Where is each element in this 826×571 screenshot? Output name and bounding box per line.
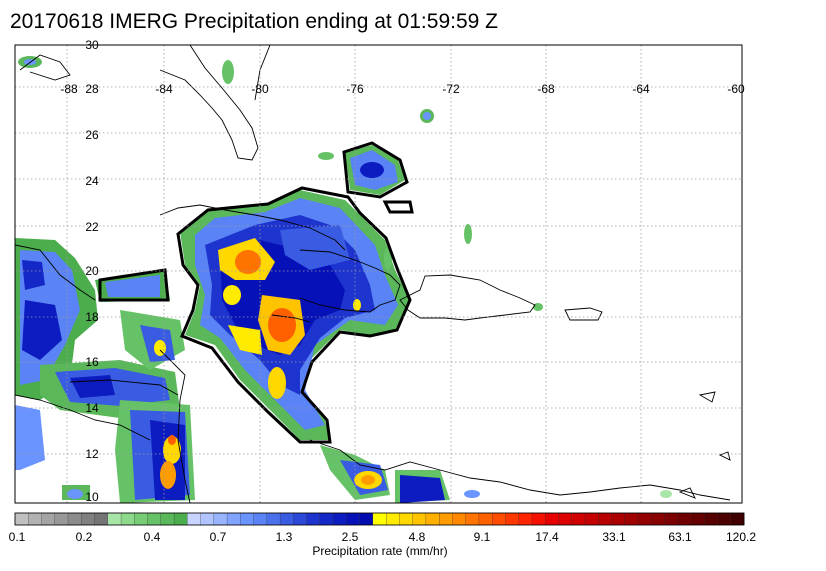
- colorbar-swatch: [584, 512, 599, 526]
- colorbar-swatch: [690, 512, 705, 526]
- lon-label: -60: [727, 82, 745, 96]
- colorbar-tick-label: 2.5: [341, 530, 359, 544]
- lat-label: 26: [85, 128, 99, 142]
- colorbar-swatch: [677, 512, 692, 526]
- colorbar-swatch: [187, 512, 202, 526]
- colorbar-swatch: [465, 512, 480, 526]
- colorbar-swatch: [279, 512, 294, 526]
- colorbar-swatch: [611, 512, 626, 526]
- colorbar-swatch: [213, 512, 228, 526]
- lon-label: -64: [632, 82, 650, 96]
- colorbar-swatch: [372, 512, 387, 526]
- colorbar-swatch: [134, 512, 148, 526]
- colorbar-swatch: [226, 512, 241, 526]
- colorbar-swatch: [385, 512, 400, 526]
- colorbar-swatch: [67, 512, 82, 526]
- lon-label: -72: [442, 82, 460, 96]
- colorbar-swatch: [730, 512, 745, 526]
- colorbar-tick-label: 0.2: [75, 530, 93, 544]
- lat-label: 12: [85, 447, 99, 461]
- colorbar-swatch: [14, 512, 29, 526]
- colorbar-swatch: [173, 512, 188, 526]
- colorbar-swatch: [41, 512, 56, 526]
- lon-label: -84: [155, 82, 173, 96]
- lat-label: 28: [85, 82, 99, 96]
- colorbar-tick-label: 120.2: [725, 530, 757, 544]
- colorbar-swatch: [558, 512, 573, 526]
- colorbar-tick-label: 1.3: [275, 530, 293, 544]
- colorbar-swatch: [651, 512, 665, 526]
- colorbar-swatch: [346, 512, 361, 526]
- colorbar: [14, 512, 745, 526]
- lat-label: 22: [85, 220, 99, 234]
- colorbar-swatch: [200, 512, 215, 526]
- lat-label: 10: [85, 490, 99, 504]
- colorbar-tick-label: 17.4: [535, 530, 559, 544]
- lon-label: -88: [60, 82, 78, 96]
- colorbar-swatch: [266, 512, 281, 526]
- colorbar-swatch: [637, 512, 652, 526]
- precip-fields: [15, 56, 672, 503]
- colorbar-swatch: [531, 512, 546, 526]
- colorbar-swatch: [332, 512, 347, 526]
- colorbar-swatch: [160, 512, 175, 526]
- colorbar-swatch: [505, 512, 520, 526]
- map-title: 20170618 IMERG Precipitation ending at 0…: [10, 10, 498, 33]
- colorbar-swatch: [253, 512, 268, 526]
- lon-label: -76: [346, 82, 364, 96]
- lat-label: 18: [85, 310, 99, 324]
- colorbar-swatch: [478, 512, 493, 526]
- colorbar-tick-label: 0.1: [8, 530, 26, 544]
- colorbar-swatch: [94, 512, 109, 526]
- colorbar-swatch: [425, 512, 440, 526]
- colorbar-tick-label: 4.8: [408, 530, 426, 544]
- colorbar-swatch: [492, 512, 506, 526]
- colorbar-swatch: [240, 512, 255, 526]
- colorbar-swatch: [293, 512, 308, 526]
- lat-label: 14: [85, 401, 99, 415]
- colorbar-swatch: [717, 512, 732, 526]
- colorbar-swatch: [81, 512, 95, 526]
- colorbar-tick-label: 0.7: [209, 530, 227, 544]
- colorbar-swatch: [306, 512, 321, 526]
- colorbar-tick-label: 63.1: [668, 530, 692, 544]
- lat-label: 24: [85, 174, 99, 188]
- colorbar-swatch: [107, 512, 122, 526]
- colorbar-frame: [14, 512, 745, 526]
- colorbar-swatch: [359, 512, 374, 526]
- colorbar-tick-label: 0.4: [143, 530, 161, 544]
- colorbar-swatch: [571, 512, 586, 526]
- colorbar-swatch: [438, 512, 453, 526]
- colorbar-swatch: [28, 512, 42, 526]
- coastlines: [15, 45, 731, 503]
- colorbar-swatch: [147, 512, 162, 526]
- longitude-labels: -88 -84 -80 -76 -72 -68 -64 -60: [60, 82, 745, 96]
- colorbar-title: Precipitation rate (mm/hr): [312, 544, 448, 558]
- colorbar-swatch: [120, 512, 135, 526]
- colorbar-swatch: [664, 512, 679, 526]
- lat-label: 20: [85, 264, 99, 278]
- map-frame: [14, 44, 743, 504]
- graticule: [15, 45, 742, 503]
- colorbar-swatch: [598, 512, 612, 526]
- colorbar-swatch: [412, 512, 427, 526]
- colorbar-swatch: [452, 512, 467, 526]
- colorbar-tick-label: 9.1: [473, 530, 491, 544]
- colorbar-swatch: [399, 512, 414, 526]
- colorbar-swatch: [545, 512, 559, 526]
- lat-label: 16: [85, 355, 99, 369]
- lon-label: -68: [537, 82, 555, 96]
- colorbar-swatch: [319, 512, 334, 526]
- colorbar-swatch: [54, 512, 69, 526]
- lon-label: -80: [251, 82, 269, 96]
- colorbar-swatch: [624, 512, 639, 526]
- colorbar-swatch: [518, 512, 533, 526]
- colorbar-swatch: [704, 512, 718, 526]
- colorbar-tick-label: 33.1: [602, 530, 626, 544]
